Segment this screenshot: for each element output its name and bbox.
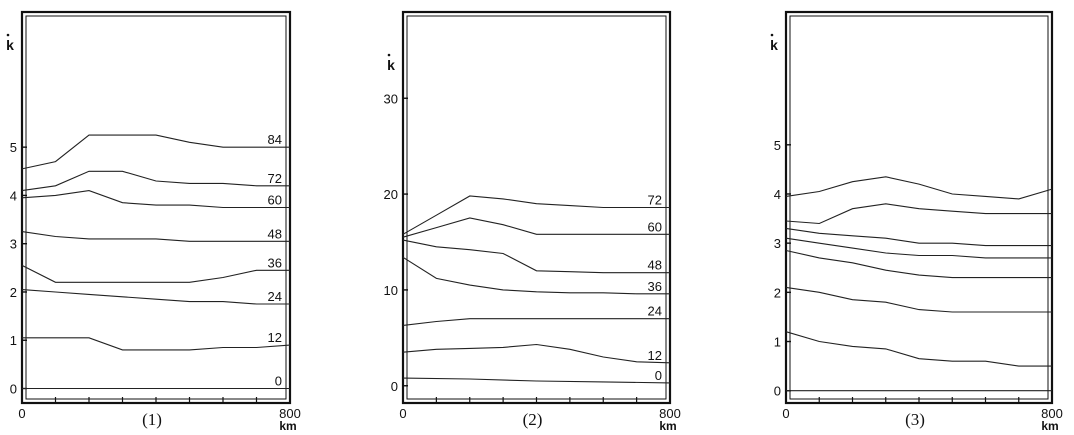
y-tick-label: 0 bbox=[10, 382, 17, 397]
y-tick-label: 20 bbox=[384, 187, 398, 202]
series-label: 0 bbox=[275, 374, 282, 389]
x-unit-label: km bbox=[279, 419, 296, 433]
y-tick-label: 3 bbox=[774, 236, 781, 251]
series-line-5 bbox=[785, 227, 1052, 247]
series-line-24 bbox=[21, 289, 290, 305]
series-label: 0 bbox=[655, 368, 662, 383]
y-tick-label: 0 bbox=[391, 379, 398, 394]
series-line-84 bbox=[21, 134, 290, 170]
series-label: 12 bbox=[648, 348, 662, 363]
series-line-4 bbox=[785, 237, 1052, 259]
series-label: 72 bbox=[648, 193, 662, 208]
series-label: 36 bbox=[268, 255, 282, 270]
y-tick-label: 5 bbox=[10, 140, 17, 155]
y-tick-label: 1 bbox=[10, 333, 17, 348]
series-line-7 bbox=[785, 176, 1053, 200]
series-label: 72 bbox=[268, 171, 282, 186]
x-tick-label: 0 bbox=[399, 406, 406, 421]
series-line-0 bbox=[402, 377, 671, 384]
x-tick-label: 800 bbox=[659, 406, 681, 421]
k-dot-mark bbox=[6, 33, 10, 37]
series-line-3 bbox=[785, 249, 1052, 279]
series-line-60 bbox=[402, 217, 670, 238]
series-line-12 bbox=[402, 343, 671, 364]
panel-label: (1) bbox=[142, 410, 162, 429]
series-line-72 bbox=[402, 195, 670, 235]
y-tick-label: 4 bbox=[774, 187, 781, 202]
y-tick-label: 2 bbox=[774, 285, 781, 300]
series-line-72 bbox=[21, 170, 290, 192]
series-line-36 bbox=[21, 264, 290, 283]
y-tick-label: 0 bbox=[774, 384, 781, 399]
series-line-48 bbox=[402, 239, 670, 274]
panel-label: (3) bbox=[905, 410, 925, 429]
series-line-36 bbox=[402, 256, 670, 295]
series-line-48 bbox=[21, 231, 290, 242]
series-label: 84 bbox=[268, 132, 282, 147]
series-line-24 bbox=[402, 318, 670, 326]
x-tick-label: 800 bbox=[279, 406, 301, 421]
series-label: 48 bbox=[268, 226, 282, 241]
plot-frame-outer bbox=[784, 10, 1054, 405]
series-label: 24 bbox=[268, 289, 282, 304]
y-tick-label: 4 bbox=[10, 188, 17, 203]
x-tick-label: 0 bbox=[18, 406, 25, 421]
x-tick-label: 800 bbox=[1041, 406, 1063, 421]
y-tick-label: 10 bbox=[384, 283, 398, 298]
series-line-6 bbox=[785, 203, 1052, 225]
y-tick-label: 1 bbox=[774, 335, 781, 350]
x-tick-label: 0 bbox=[782, 406, 789, 421]
series-label: 48 bbox=[648, 258, 662, 273]
series-line-2 bbox=[785, 286, 1052, 313]
series-label: 12 bbox=[268, 330, 282, 345]
y-tick-label: 3 bbox=[10, 237, 17, 252]
y-tick-label: 5 bbox=[774, 138, 781, 153]
y-axis-label: k bbox=[770, 37, 778, 53]
series-line-12 bbox=[22, 337, 291, 351]
plot-frame-inner bbox=[789, 15, 1049, 400]
y-tick-label: 2 bbox=[10, 285, 17, 300]
k-dot-mark bbox=[770, 33, 774, 37]
y-axis-label: k bbox=[387, 57, 395, 73]
series-label: 24 bbox=[648, 304, 662, 319]
series-line-1 bbox=[785, 331, 1052, 367]
series-line-60 bbox=[21, 190, 290, 209]
y-axis-label: k bbox=[6, 37, 14, 53]
series-label: 60 bbox=[648, 219, 662, 234]
y-tick-label: 30 bbox=[384, 91, 398, 106]
x-unit-label: km bbox=[1041, 419, 1058, 433]
x-unit-label: km bbox=[659, 419, 676, 433]
panel-label: (2) bbox=[523, 410, 543, 429]
k-dot-mark bbox=[387, 53, 391, 57]
series-label: 60 bbox=[268, 193, 282, 208]
series-label: 36 bbox=[648, 279, 662, 294]
